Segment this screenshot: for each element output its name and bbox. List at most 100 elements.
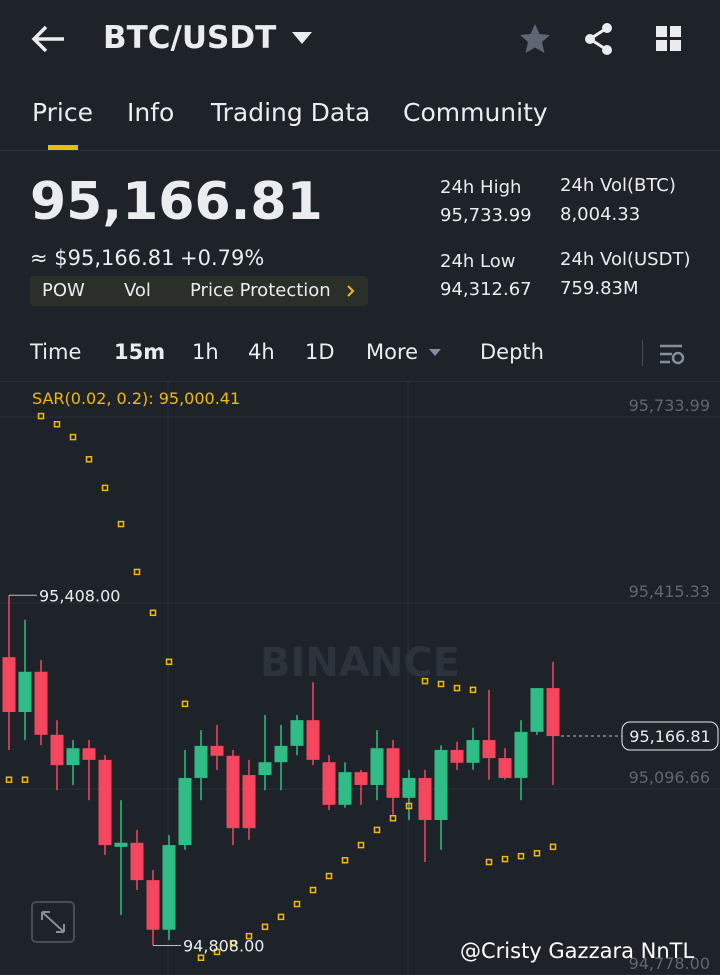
stat-label: 24h Low — [440, 251, 516, 272]
tag: POW — [42, 280, 85, 301]
indicator-label: SAR(0.02, 0.2): 95,000.41 — [32, 389, 240, 408]
sar-dot — [229, 939, 237, 947]
sar-dot — [197, 954, 205, 961]
high-label: 95,408.00 — [39, 586, 120, 605]
dropdown[interactable] — [290, 30, 314, 46]
candle-body — [242, 775, 256, 829]
sar-dot — [549, 843, 557, 851]
candle-body — [514, 731, 528, 778]
last-price-label: 95,166.81 — [629, 727, 710, 746]
sar-dot — [389, 814, 397, 822]
change: +0.79% — [180, 246, 265, 270]
candle-body — [98, 759, 112, 846]
candle-body — [354, 772, 368, 785]
tag-bar[interactable] — [30, 276, 368, 306]
interval[interactable]: 1D — [305, 340, 335, 364]
tag: Price Protection — [190, 280, 331, 301]
candle-body — [162, 845, 176, 930]
sar-dot — [261, 923, 269, 931]
price: 95,166.81 — [30, 172, 323, 232]
candle-body — [546, 688, 560, 737]
candle-body — [18, 671, 32, 713]
candle-body — [146, 880, 160, 930]
sar-dot — [213, 948, 221, 956]
divider — [642, 340, 643, 366]
dropdown — [429, 349, 441, 356]
candle-body — [274, 745, 288, 763]
sar-dot — [421, 677, 429, 685]
candle-body — [386, 748, 400, 798]
sar-dot — [405, 802, 413, 810]
stat-value: 8,004.33 — [560, 204, 641, 225]
stat-value: 95,733.99 — [440, 205, 532, 226]
expand-button[interactable] — [31, 901, 75, 943]
tab[interactable]: Trading Data — [211, 98, 371, 127]
interval[interactable]: More — [366, 340, 419, 364]
sar-dot — [341, 857, 349, 864]
candle-body — [370, 748, 384, 785]
pair[interactable]: BTC/USDT — [103, 20, 277, 56]
candle-body — [418, 777, 432, 820]
candle-body — [34, 671, 48, 735]
share-icon[interactable] — [582, 22, 616, 56]
low-label: 94,808.00 — [183, 936, 264, 955]
candle-body — [114, 842, 128, 847]
watermark: BINANCE — [260, 640, 460, 686]
interval[interactable]: 4h — [248, 340, 275, 364]
sar-dot — [325, 872, 333, 880]
star-icon[interactable] — [518, 22, 552, 56]
interval[interactable]: Time — [30, 340, 82, 364]
sar-dot — [165, 658, 173, 666]
tab[interactable]: Price — [32, 98, 93, 127]
candle-body — [226, 755, 240, 829]
tab[interactable]: Community — [403, 98, 548, 127]
interval[interactable]: Depth — [480, 340, 544, 364]
stat-label: 24h Vol(USDT) — [560, 249, 691, 270]
sar-dot — [453, 684, 461, 692]
candle-body — [450, 749, 464, 763]
y-tick-label: 95,733.99 — [629, 396, 710, 415]
sar-dot — [133, 568, 141, 576]
y-tick-label: 94,778.00 — [629, 954, 710, 973]
sar-dot — [117, 520, 125, 528]
stat-value: 759.83M — [560, 278, 639, 299]
candle-body — [50, 734, 64, 766]
candle-body — [66, 748, 80, 766]
tab[interactable]: Info — [127, 98, 175, 127]
approx-price: ≈ $95,166.81 — [30, 246, 175, 270]
back-arrow[interactable] — [28, 22, 68, 58]
candle-body — [322, 762, 336, 805]
candle-body — [194, 745, 208, 778]
y-tick-label: 95,415.33 — [629, 582, 710, 601]
sar-dot — [101, 484, 109, 492]
last-price-box — [621, 721, 719, 751]
candle-body — [402, 777, 416, 798]
interval[interactable]: 1h — [192, 340, 219, 364]
candle-body — [338, 772, 352, 805]
interval[interactable]: 15m — [114, 340, 166, 364]
sar-dot — [277, 913, 285, 921]
stat-label: 24h High — [440, 177, 522, 198]
tab-indicator — [48, 145, 78, 150]
sar-dot — [293, 900, 301, 908]
y-tick-label: 95,096.66 — [629, 768, 710, 787]
sar-dot — [373, 826, 381, 834]
sar-dot — [309, 886, 317, 894]
candle-body — [130, 842, 144, 881]
credit: @Cristy Gazzara NnTL — [460, 939, 694, 963]
candle-body — [258, 762, 272, 776]
sar-dot — [21, 776, 29, 783]
candle-body — [434, 749, 448, 820]
divider — [0, 381, 720, 382]
sar-dot — [37, 412, 45, 420]
sar-dot — [501, 855, 509, 863]
candle-body — [82, 748, 96, 760]
candle-body — [466, 740, 480, 763]
sar-dot — [469, 686, 477, 694]
candle-body — [2, 657, 16, 713]
sar-dot — [85, 456, 93, 463]
candle-body — [306, 720, 320, 760]
sar-dot — [485, 858, 493, 866]
grid-icon[interactable] — [655, 25, 683, 53]
settings-icon[interactable] — [658, 342, 686, 366]
